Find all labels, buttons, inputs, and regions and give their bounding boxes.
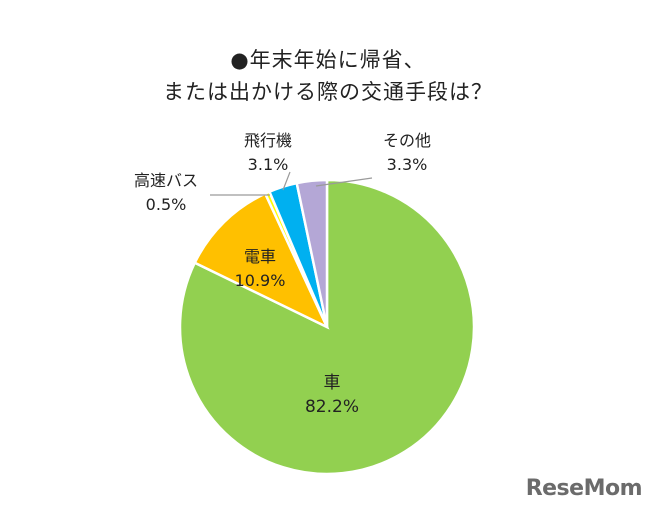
pie-slice-4 <box>295 178 329 328</box>
resemom-logo: ReseMom <box>525 476 643 501</box>
slice-value-0: 82.2% <box>305 397 359 417</box>
slice-value-4: 3.3% <box>387 155 428 174</box>
leader-line-4 <box>315 177 373 187</box>
slice-label-4: その他 <box>383 131 431 150</box>
chart-title: ●年末年始に帰省、 <box>230 48 426 72</box>
slice-label-2: 高速バス <box>134 171 198 190</box>
chart-subtitle: または出かける際の交通手段は？ <box>163 80 493 104</box>
slice-label-1: 電車 <box>244 247 276 266</box>
slice-label-0: 車 <box>324 373 341 393</box>
leader-line-3 <box>282 171 291 191</box>
slice-value-1: 10.9% <box>235 271 286 290</box>
slice-value-3: 3.1% <box>248 155 289 174</box>
slice-label-3: 飛行機 <box>244 131 292 150</box>
slice-value-2: 0.5% <box>146 195 187 214</box>
